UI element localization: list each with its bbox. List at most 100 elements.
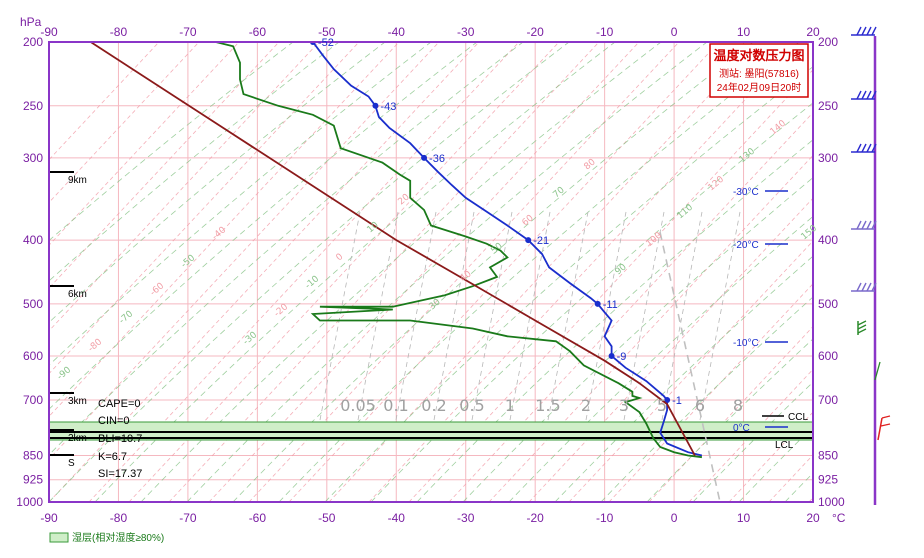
mixing-ratio-line xyxy=(433,211,475,421)
level-markers: CCL LCL xyxy=(762,412,808,451)
x-tick-label-top: -40 xyxy=(388,25,406,39)
adiabat-label: 120 xyxy=(707,174,727,193)
x-tick-label-top: -70 xyxy=(179,25,197,39)
barb-feather xyxy=(871,220,877,230)
adiabat-label: -60 xyxy=(149,281,167,298)
wind-barb xyxy=(851,143,877,153)
y-tick-label-right: 200 xyxy=(818,35,838,49)
mixing-ratio-label: 1 xyxy=(505,396,515,415)
moist-adiabat xyxy=(49,42,386,323)
barb-feather xyxy=(861,220,867,230)
wind-barbs xyxy=(851,26,891,441)
y-tick-label-left: 850 xyxy=(23,449,43,463)
barb-staff xyxy=(874,361,881,381)
temperature-point xyxy=(421,154,428,161)
adiabat-label: -30 xyxy=(242,330,260,347)
barb-feather xyxy=(861,26,867,36)
ccl-label: CCL xyxy=(788,412,808,423)
x-tick-label-top: -80 xyxy=(110,25,128,39)
temperature-point-label: -36 xyxy=(429,153,445,165)
y-tick-label-right: 850 xyxy=(818,449,838,463)
x-tick-label-top: -30 xyxy=(457,25,475,39)
y-tick-label-left: 300 xyxy=(23,151,43,165)
temperature-point-label: -9 xyxy=(617,351,627,363)
moist-adiabat xyxy=(49,42,340,282)
barb-feather xyxy=(856,90,862,100)
barb-feather xyxy=(881,415,891,419)
x-tick-label-top: -60 xyxy=(249,25,267,39)
x-tick-label-bottom: 0 xyxy=(671,511,678,525)
barb-feather xyxy=(866,282,872,292)
legend: 湿层(相对湿度≥80%) xyxy=(49,531,164,544)
adiabat-label: -90 xyxy=(56,365,74,382)
y-tick-label-left: 400 xyxy=(23,233,43,247)
x-tick-label-bottom: -80 xyxy=(110,511,128,525)
index-cape: CAPE=0 xyxy=(98,398,141,410)
barb-feather xyxy=(857,324,867,330)
barb-feather xyxy=(856,282,862,292)
y-tick-label-right: 250 xyxy=(818,99,838,113)
adiabat-label: 70 xyxy=(552,185,567,200)
wind-barb xyxy=(851,220,877,230)
x-unit-label: °C xyxy=(832,511,846,525)
plot-frame xyxy=(48,41,814,503)
wind-barb xyxy=(851,90,877,100)
adiabat-label: 0 xyxy=(335,252,346,264)
index-bli: BLI=10.7 xyxy=(98,433,142,445)
x-tick-label-bottom: -50 xyxy=(318,511,336,525)
zero-isotherm xyxy=(659,231,721,502)
axes: -90-90-80-80-70-70-60-60-50-50-40-40-30-… xyxy=(16,25,877,525)
wind-barb xyxy=(877,415,891,441)
title-box: 温度对数压力图 测站: 墨阳(57816) 24年02月09日20时 xyxy=(709,43,809,98)
adiabat-label: -20 xyxy=(273,302,291,319)
mixing-ratio-label: 2 xyxy=(581,396,591,415)
barb-feather xyxy=(866,90,872,100)
temperature-point-label: -43 xyxy=(380,101,396,113)
x-tick-label-top: 10 xyxy=(737,25,751,39)
moist-adiabat xyxy=(49,42,478,410)
mixing-ratio-line xyxy=(357,211,399,421)
height-marker-label: 6km xyxy=(68,289,87,300)
barb-feather xyxy=(880,423,891,427)
temperature-point-label: -52 xyxy=(318,37,334,49)
adiabat-label: 110 xyxy=(676,202,696,221)
mixing-ratio-label: 0.1 xyxy=(383,396,408,415)
mixing-ratio-label: 6 xyxy=(695,396,705,415)
adiabat-label: -70 xyxy=(118,309,136,326)
adiabat-label: 130 xyxy=(738,146,758,165)
mixing-ratio-line xyxy=(547,211,589,421)
barb-feather xyxy=(861,282,867,292)
barb-feather xyxy=(866,220,872,230)
lcl-label: LCL xyxy=(775,440,794,451)
y-tick-label-right: 300 xyxy=(818,151,838,165)
adiabat-label: 40 xyxy=(459,269,474,284)
dry-adiabat xyxy=(889,42,924,502)
adiabat-label: 50 xyxy=(490,241,505,256)
y-tick-label-left: 600 xyxy=(23,349,43,363)
isotherm-label: -30°C xyxy=(733,187,759,198)
dewpoint-line xyxy=(215,42,703,459)
temperature-point xyxy=(664,397,671,404)
isotherm-label: -20°C xyxy=(733,240,759,251)
x-tick-label-top: 0 xyxy=(671,25,678,39)
temperature-point xyxy=(608,352,615,359)
moist-adiabat xyxy=(877,42,924,502)
temperature-line xyxy=(312,42,703,457)
adiabat-label: -10 xyxy=(304,274,322,291)
barb-feather xyxy=(871,143,877,153)
isotherm-label: -10°C xyxy=(733,338,759,349)
x-tick-label-top: -90 xyxy=(40,25,58,39)
x-tick-label-bottom: -20 xyxy=(527,511,545,525)
barb-feather xyxy=(857,328,867,334)
y-tick-label-right: 400 xyxy=(818,233,838,247)
wind-barb xyxy=(857,320,867,335)
moist-adiabat xyxy=(49,42,432,366)
barb-feather xyxy=(871,90,877,100)
y-tick-label-right: 600 xyxy=(818,349,838,363)
height-marker-label: S xyxy=(68,458,75,469)
height-marker-label: 3km xyxy=(68,396,87,407)
index-k: K=6.7 xyxy=(98,451,127,463)
x-tick-label-bottom: -70 xyxy=(179,511,197,525)
y-tick-label-right: 925 xyxy=(818,473,838,487)
